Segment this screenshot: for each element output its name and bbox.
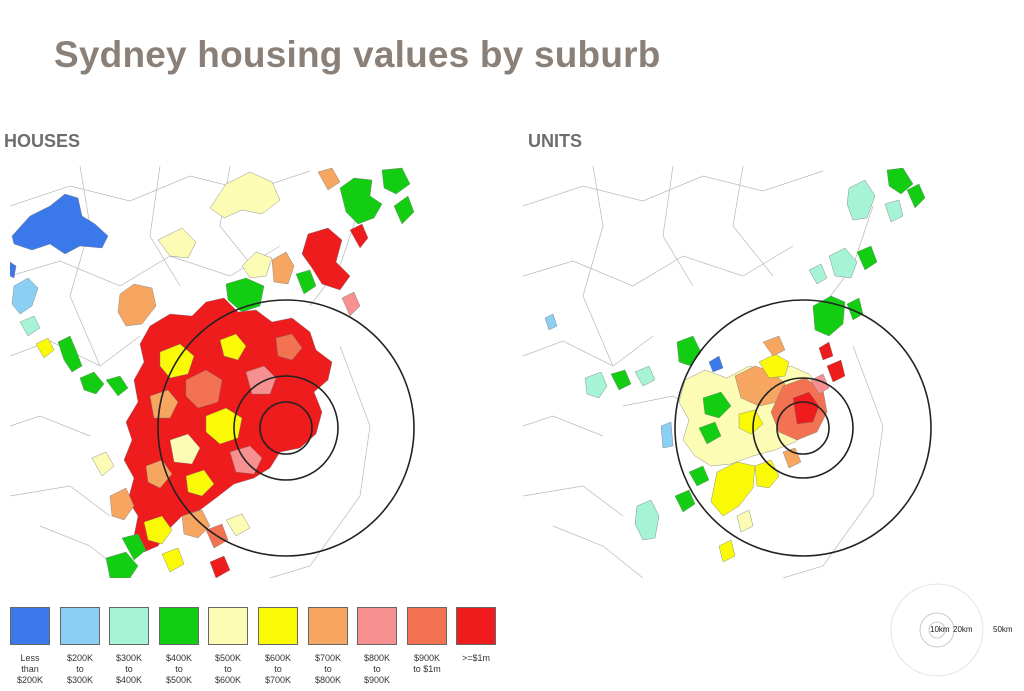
ring-20km [919, 612, 955, 648]
suburb-regions [10, 167, 415, 578]
legend-item: $200K to $300K [60, 607, 100, 685]
legend-swatch [258, 607, 298, 645]
legend-item: $900K to $1m [407, 607, 447, 674]
legend-label: $700K to $800K [314, 653, 342, 685]
distance-scale-key: 10km 20km 50km [885, 582, 1024, 690]
ring-10km [928, 621, 946, 639]
distance-rings [674, 299, 932, 557]
legend-swatch [308, 607, 348, 645]
scale-label-10km: 10km [930, 625, 950, 634]
legend-label: $200K to $300K [66, 653, 94, 685]
legend-label: $500K to $600K [214, 653, 242, 685]
legend-label: Less than $200K [16, 653, 44, 685]
distance-rings [157, 299, 415, 557]
ring-50km [890, 583, 984, 677]
legend-label: >=$1m [461, 653, 491, 663]
legend-swatch [208, 607, 248, 645]
legend-label: $300K to $400K [115, 653, 143, 685]
legend-item: $400K to $500K [159, 607, 199, 685]
legend-item: Less than $200K [10, 607, 50, 685]
legend-label: $800K to $900K [363, 653, 391, 685]
legend-item: $800K to $900K [357, 607, 397, 685]
legend-swatch [407, 607, 447, 645]
legend-swatch [10, 607, 50, 645]
legend-item: >=$1m [456, 607, 496, 663]
legend-item: $700K to $800K [308, 607, 348, 685]
page-title: Sydney housing values by suburb [54, 34, 661, 75]
legend-item: $300K to $400K [109, 607, 149, 685]
houses-label: HOUSES [4, 131, 81, 151]
legend-swatch [159, 607, 199, 645]
suburb-regions [544, 167, 926, 563]
legend-item: $600K to $700K [258, 607, 298, 685]
legend-swatch [109, 607, 149, 645]
price-legend: Less than $200K $200K to $300K $300K to $4… [10, 607, 500, 691]
legend-label: $900K to $1m [413, 653, 441, 674]
legend-item: $500K to $600K [208, 607, 248, 685]
legend-swatch [357, 607, 397, 645]
houses-map[interactable] [10, 166, 420, 578]
legend-label: $600K to $700K [264, 653, 292, 685]
suburb-boundaries [523, 166, 884, 578]
units-map[interactable] [523, 166, 933, 578]
scale-label-50km: 50km [993, 625, 1013, 634]
legend-swatch [60, 607, 100, 645]
units-label: UNITS [528, 131, 582, 151]
legend-label: $400K to $500K [165, 653, 193, 685]
scale-label-20km: 20km [953, 625, 973, 634]
legend-swatch [456, 607, 496, 645]
